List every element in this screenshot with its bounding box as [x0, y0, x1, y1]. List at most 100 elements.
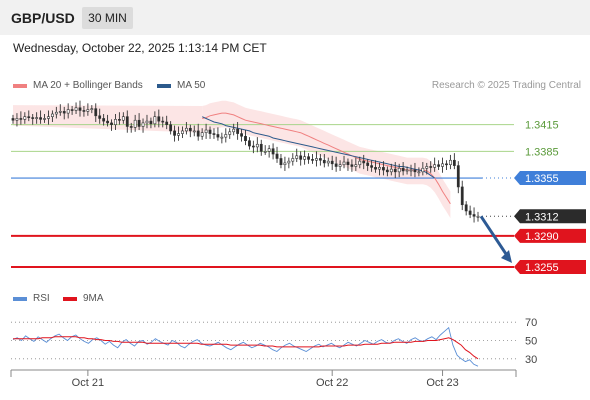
- candle-body: [326, 160, 330, 164]
- rsi-line: [12, 326, 479, 367]
- candle-body: [441, 163, 444, 167]
- candle-body: [232, 128, 236, 133]
- candle-body: [102, 118, 106, 122]
- pivot-tag: [514, 171, 586, 186]
- candle-body: [204, 129, 208, 133]
- candle-body: [31, 117, 35, 119]
- candle-body: [433, 164, 437, 168]
- resistance-label: 1.3385: [525, 146, 559, 158]
- legend-ma20: MA 20 + Bollinger Bands: [13, 80, 143, 91]
- candle-body: [334, 163, 338, 167]
- candle-body: [94, 108, 98, 117]
- candle-body: [299, 155, 303, 160]
- candle-body: [23, 116, 27, 120]
- candle-body: [74, 107, 78, 111]
- candle-body: [468, 210, 472, 215]
- candle-body: [366, 162, 370, 166]
- candle-body: [208, 129, 212, 134]
- ma50-line: [201, 116, 435, 179]
- candle-body: [346, 161, 350, 166]
- legend-rsi: RSI: [13, 293, 50, 304]
- rsi-tick-label: 70: [525, 317, 537, 329]
- candle-body: [476, 215, 480, 218]
- candle-body: [66, 109, 70, 114]
- candle-body: [39, 117, 42, 120]
- candle-body: [153, 116, 157, 125]
- candle-body: [11, 118, 15, 121]
- timeframe-button[interactable]: 30 MIN: [82, 7, 133, 29]
- candle-body: [413, 169, 417, 173]
- candle-body: [200, 132, 204, 137]
- rsi-tick-label: 30: [525, 354, 537, 366]
- candle-body: [472, 214, 476, 217]
- candle-body: [259, 143, 263, 152]
- support-tag: [514, 259, 586, 274]
- candle-body: [287, 160, 291, 164]
- candle-body: [27, 116, 31, 118]
- x-axis-tick-label: Oct 23: [426, 377, 458, 389]
- candle-body: [315, 158, 318, 161]
- research-credit: Research © 2025 Trading Central: [431, 80, 581, 91]
- candle-body: [382, 167, 385, 171]
- candle-body: [421, 167, 425, 173]
- pivot-label: 1.3355: [525, 173, 559, 185]
- candle-body: [263, 151, 267, 153]
- ma20-line: [202, 112, 451, 205]
- candle-body: [374, 167, 377, 170]
- legend-9ma: 9MA: [63, 293, 104, 304]
- candle-body: [15, 118, 19, 121]
- candle-body: [169, 124, 173, 132]
- timestamp: Wednesday, October 22, 2025 1:13:14 PM C…: [13, 41, 267, 55]
- candle-body: [58, 111, 62, 113]
- rsi-9ma-line: [13, 336, 479, 360]
- candle-body: [125, 116, 129, 127]
- candle-body: [267, 148, 271, 152]
- candle-body: [279, 158, 283, 166]
- candle-body: [417, 171, 421, 174]
- candle-body: [240, 133, 243, 137]
- candle-body: [456, 165, 460, 188]
- candle-body: [106, 120, 109, 124]
- candle-body: [90, 108, 94, 110]
- candle-body: [129, 126, 133, 128]
- candle-body: [338, 164, 342, 167]
- candle-body: [291, 158, 295, 162]
- last-price-tag: [514, 209, 586, 224]
- candle-body: [385, 169, 389, 173]
- support-tag: [514, 228, 586, 243]
- candle-body: [429, 166, 433, 168]
- candle-body: [437, 164, 440, 167]
- candle-body: [114, 119, 117, 125]
- candle-body: [184, 127, 188, 132]
- rsi-swatch: [13, 296, 27, 301]
- candle-body: [173, 130, 176, 136]
- candle-body: [188, 127, 192, 132]
- candle-body: [370, 165, 374, 168]
- legend-ma50: MA 50: [157, 80, 205, 91]
- candle-body: [397, 167, 401, 173]
- candle-body: [303, 156, 307, 160]
- candle-body: [19, 118, 23, 120]
- candle-body: [161, 120, 165, 123]
- candle-body: [54, 111, 58, 115]
- rsi-tick-label: 50: [525, 336, 537, 348]
- candle-body: [216, 134, 220, 138]
- candle-body: [43, 118, 46, 120]
- candle-body: [464, 204, 468, 212]
- candle-body: [350, 164, 354, 167]
- candle-body: [393, 168, 397, 173]
- candle-body: [181, 130, 184, 134]
- candle-body: [133, 119, 137, 128]
- candle-body: [295, 155, 299, 159]
- candle-body: [283, 162, 287, 166]
- candle-body: [362, 160, 366, 164]
- candle-body: [452, 159, 456, 166]
- candle-body: [251, 145, 255, 148]
- candle-body: [177, 133, 180, 136]
- legend-9ma-label: 9MA: [83, 293, 104, 304]
- candle-body: [354, 164, 358, 167]
- ma50-swatch: [157, 83, 171, 88]
- candle-body: [118, 119, 121, 121]
- candle-body: [275, 153, 279, 159]
